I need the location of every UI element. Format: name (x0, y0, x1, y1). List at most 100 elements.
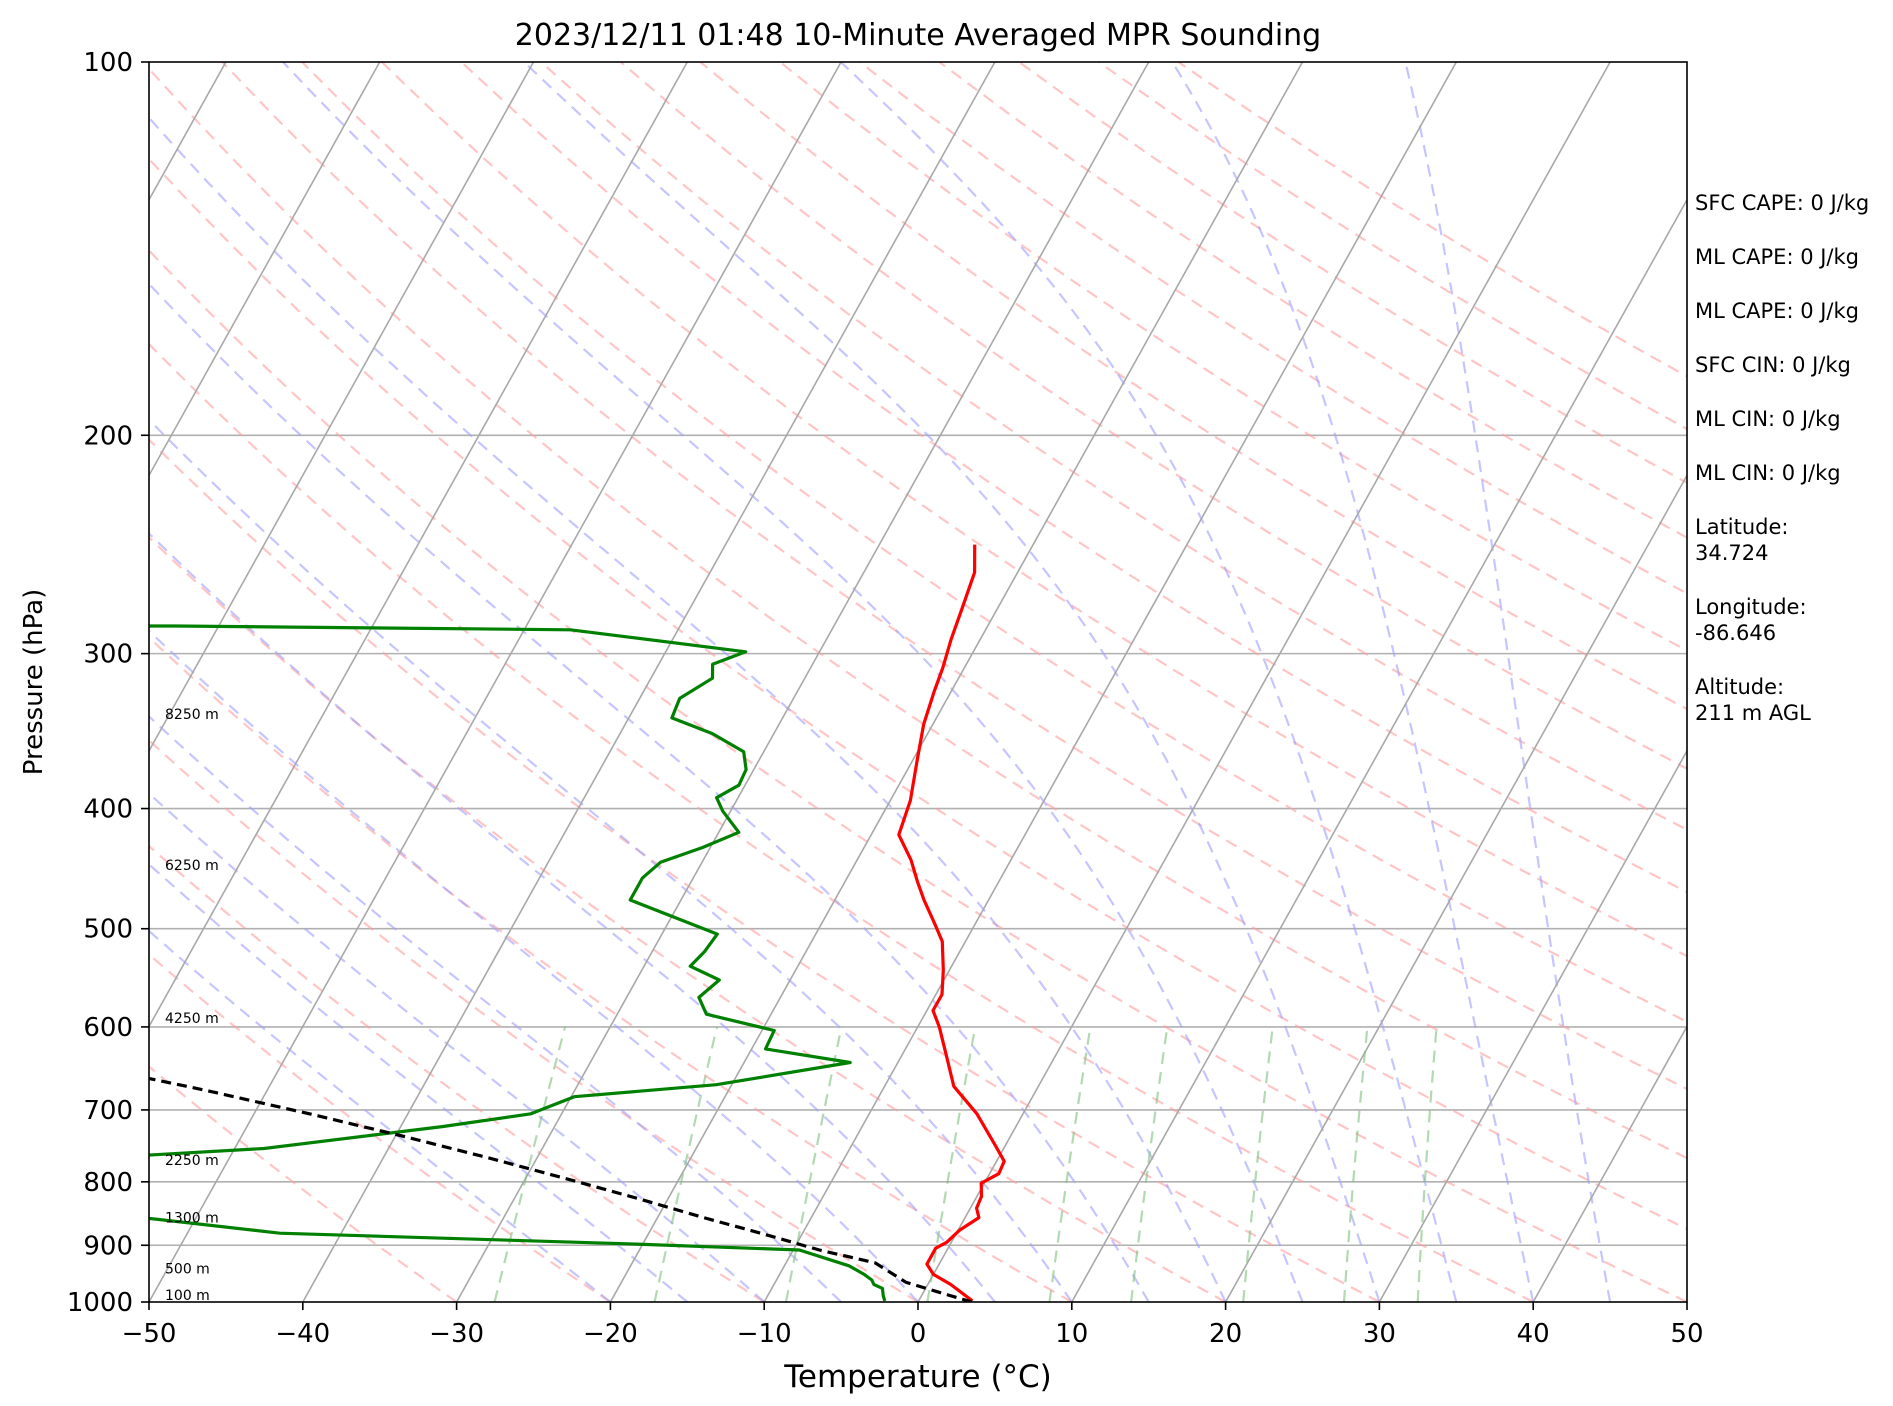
isotherm-line (1071, 198, 1687, 1302)
y-tick-label: 300 (83, 640, 133, 670)
stat-ml-cin-2: ML CIN: 0 J/kg (1695, 461, 1841, 485)
isotherm-line (1224, 473, 1687, 1302)
x-tick-label: 10 (1055, 1319, 1088, 1349)
x-tick-label: −20 (583, 1319, 638, 1349)
isotherm-line (149, 62, 381, 477)
x-tick-label: 0 (910, 1319, 927, 1349)
height-label: 2250 m (165, 1153, 219, 1169)
isotherm-line (917, 62, 1611, 1302)
height-labels: 100 m 500 m 1300 m 2250 m 4250 m 6250 m 8250 m (165, 707, 219, 1304)
y-axis-label: Pressure (hPa) (19, 589, 49, 776)
y-tick-label: 500 (83, 915, 133, 945)
moist-adiabat (149, 418, 1073, 1302)
dry-adiabat (149, 248, 1687, 1302)
x-tick-label: −10 (737, 1319, 792, 1349)
isotherm-line (609, 62, 1304, 1302)
moist-adiabat (840, 62, 1458, 1302)
plot-area: 100 m 500 m 1300 m 2250 m 4250 m 6250 m 8250 m (149, 62, 1687, 1304)
latitude-label: Latitude: (1695, 515, 1789, 539)
stat-ml-cape-2: ML CAPE: 0 J/kg (1695, 299, 1860, 323)
dry-adiabat (149, 157, 1687, 1231)
chart-title: 2023/12/11 01:48 10-Minute Averaged MPR … (515, 18, 1321, 53)
dry-adiabat (221, 62, 1687, 1091)
x-tick-label: −50 (122, 1319, 177, 1349)
latitude-block: Latitude: 34.724 (1695, 514, 1885, 566)
isotherms (149, 62, 1687, 1302)
moist-adiabat (149, 929, 612, 1302)
mixing-ratio-line (1130, 1026, 1169, 1302)
isotherm-line (149, 62, 842, 1302)
stat-ml-cin: ML CIN: 0 J/kg (1695, 407, 1841, 431)
dry-adiabat (380, 62, 1687, 958)
dry-adiabat (149, 342, 1534, 1302)
height-label: 1300 m (165, 1211, 219, 1227)
isotherm-line (1378, 749, 1687, 1302)
y-tick-label: 200 (83, 421, 133, 451)
stat-ml-cape: ML CAPE: 0 J/kg (1695, 245, 1860, 269)
dry-adiabat (149, 438, 1380, 1302)
dry-adiabat (301, 62, 1687, 1024)
mixing-ratio-line (493, 1026, 567, 1302)
mixing-ratio-line (1242, 1026, 1274, 1302)
longitude-block: Longitude: -86.646 (1695, 594, 1885, 646)
dry-adiabat (149, 1065, 458, 1302)
dry-adiabats (149, 62, 1687, 1302)
x-tick-label: 50 (1670, 1319, 1703, 1349)
longitude-label: Longitude: (1695, 595, 1807, 619)
temperature-trace (897, 544, 1006, 1302)
moist-adiabat (149, 715, 842, 1302)
altitude-block: Altitude: 211 m AGL (1695, 674, 1885, 726)
x-tick-label: 40 (1517, 1319, 1550, 1349)
x-tick-label: 20 (1209, 1319, 1242, 1349)
isotherm-line (1532, 1024, 1687, 1302)
mixing-ratio-line (653, 1026, 719, 1302)
y-tick-label: 100 (83, 48, 133, 78)
x-tick-label: 30 (1363, 1319, 1396, 1349)
latitude-value: 34.724 (1695, 541, 1769, 565)
altitude-label: Altitude: (1695, 675, 1785, 699)
moist-adiabat (1171, 62, 1535, 1302)
dry-adiabat (779, 62, 1687, 652)
height-label: 500 m (165, 1262, 210, 1278)
mixing-ratio-line (1342, 1026, 1369, 1302)
moist-adiabat (149, 282, 1150, 1302)
altitude-value: 211 m AGL (1695, 701, 1811, 725)
dewpoint-trace (149, 624, 887, 1302)
moist-adiabat (149, 791, 765, 1302)
moist-adiabats (149, 62, 1612, 1302)
dry-adiabat (149, 844, 765, 1302)
y-tick-label: 700 (83, 1096, 133, 1126)
sounding-traces (149, 544, 1006, 1302)
y-tick-label: 800 (83, 1168, 133, 1198)
mixing-ratio-line (1416, 1026, 1438, 1302)
dry-adiabat (149, 738, 919, 1302)
y-axis-ticks: 100 200 300 400 500 600 700 800 900 1000 (67, 48, 149, 1318)
mixing-ratio-line (784, 1026, 843, 1302)
stat-sfc-cin: SFC CIN: 0 J/kg (1695, 353, 1851, 377)
dry-adiabat (460, 62, 1687, 894)
longitude-value: -86.646 (1695, 621, 1777, 645)
mixing-ratio-lines (493, 1026, 1438, 1302)
moist-adiabat (149, 629, 919, 1302)
x-tick-label: −30 (429, 1319, 484, 1349)
height-label: 6250 m (165, 858, 219, 874)
x-axis-ticks: −50 −40 −30 −20 −10 0 10 20 30 40 50 (122, 1302, 1704, 1349)
sounding-stats-panel: SFC CAPE: 0 J/kg ML CAPE: 0 J/kg ML CAPE… (1695, 190, 1885, 754)
isotherm-line (763, 62, 1457, 1302)
parcel-path (149, 1076, 973, 1302)
height-label: 4250 m (165, 1011, 219, 1027)
x-tick-label: −40 (275, 1319, 330, 1349)
isotherm-line (455, 62, 1150, 1302)
isotherm-line (149, 62, 688, 1029)
moist-adiabat (1404, 62, 1612, 1302)
mixing-ratio-line (1048, 1026, 1092, 1302)
stat-sfc-cape: SFC CAPE: 0 J/kg (1695, 191, 1870, 215)
dry-adiabat (699, 62, 1687, 711)
isotherm-line (149, 62, 535, 753)
height-label: 100 m (165, 1288, 210, 1304)
height-label: 8250 m (165, 707, 219, 723)
dry-adiabat (149, 67, 1687, 1160)
y-tick-label: 900 (83, 1231, 133, 1261)
mixing-ratio-line (926, 1026, 977, 1302)
